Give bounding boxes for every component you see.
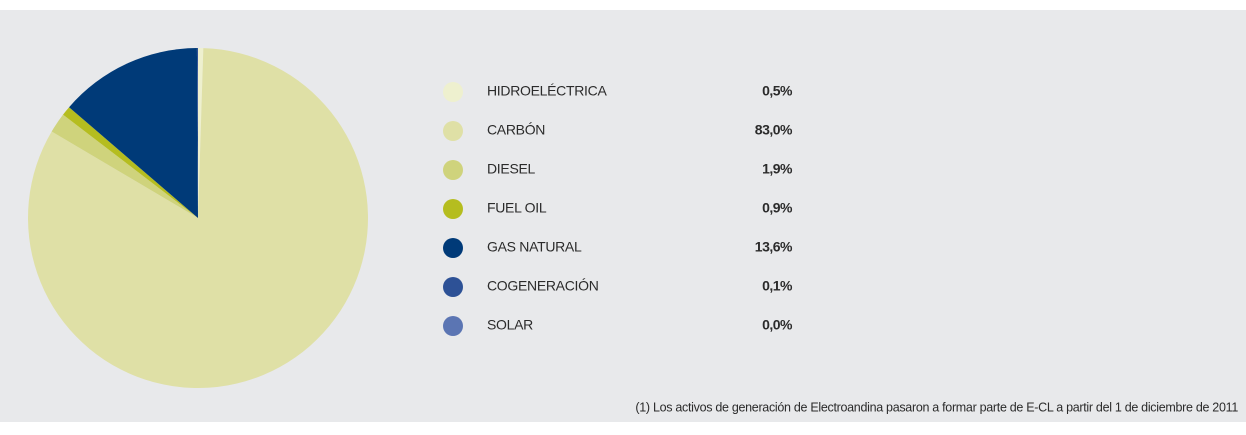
pie-slice	[28, 48, 369, 388]
legend-swatch	[443, 277, 463, 297]
legend-label: HIDROELÉCTRICA	[487, 83, 607, 99]
legend-label: CARBÓN	[487, 122, 545, 138]
value-label: 0,1%	[762, 278, 793, 294]
pie-slice	[69, 48, 198, 218]
legend-swatch	[443, 160, 463, 180]
legend-label: FUEL OIL	[487, 200, 547, 216]
value-label: 13,6%	[755, 239, 793, 255]
pie-slice	[198, 48, 204, 218]
legend-swatch	[443, 82, 463, 102]
pie-slice	[196, 48, 198, 218]
value-label: 0,9%	[762, 200, 793, 216]
legend-swatch	[443, 121, 463, 141]
value-label: 0,0%	[762, 317, 793, 333]
legend-label: DIESEL	[487, 161, 536, 177]
value-label: 0,5%	[762, 83, 793, 99]
value-label: 1,9%	[762, 161, 793, 177]
legend-swatch	[443, 316, 463, 336]
value-label: 83,0%	[755, 122, 793, 138]
legend-label: COGENERACIÓN	[487, 278, 599, 294]
legend-label: SOLAR	[487, 317, 533, 333]
legend-label: GAS NATURAL	[487, 239, 582, 255]
pie-slice	[63, 107, 198, 218]
footnote: (1) Los activos de generación de Electro…	[635, 400, 1238, 414]
pie-slice	[51, 114, 198, 218]
legend-swatch	[443, 199, 463, 219]
legend-swatch	[443, 238, 463, 258]
